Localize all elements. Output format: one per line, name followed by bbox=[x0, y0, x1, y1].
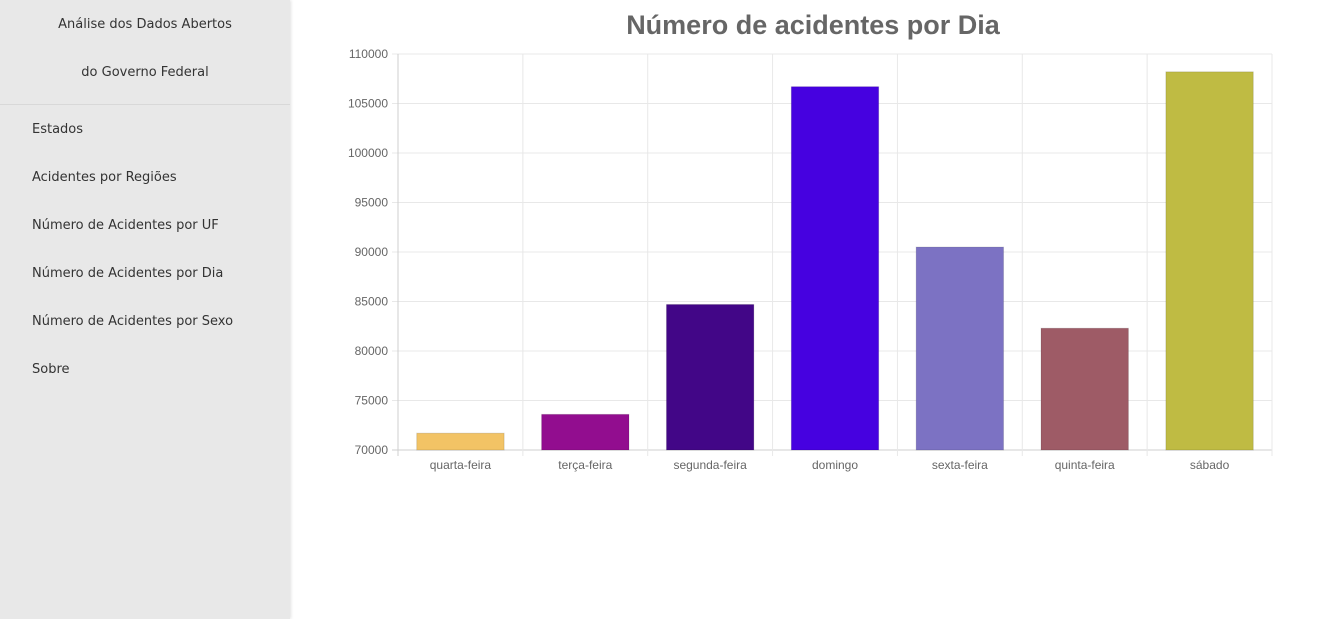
chart-title: Número de acidentes por Dia bbox=[626, 10, 1000, 40]
main-content: Número de acidentes por Dia 70000 75000 80… bbox=[292, 0, 1334, 619]
app-title-line2: do Governo Federal bbox=[81, 65, 209, 80]
sidebar-item-acidentes-por-uf[interactable]: Número de Acidentes por UF bbox=[32, 218, 219, 233]
x-tick-label: quinta-feira bbox=[1055, 458, 1115, 472]
sidebar-item-acidentes-por-regioes[interactable]: Acidentes por Regiões bbox=[32, 170, 177, 185]
x-tick-label: sábado bbox=[1190, 458, 1230, 472]
bar-domingo[interactable] bbox=[790, 86, 880, 451]
x-tick-label: terça-feira bbox=[558, 458, 612, 472]
y-tick-label: 70000 bbox=[355, 443, 389, 457]
bar-quarta-feira[interactable] bbox=[416, 432, 505, 451]
bar-chart: 70000 75000 80000 85000 90000 95000 100000 1050… bbox=[348, 47, 1273, 472]
sidebar-item-sobre[interactable]: Sobre bbox=[32, 362, 70, 377]
bar-sexta-feira[interactable] bbox=[915, 246, 1005, 451]
sidebar-item-acidentes-por-sexo[interactable]: Número de Acidentes por Sexo bbox=[32, 314, 234, 329]
y-tick-label: 75000 bbox=[355, 394, 389, 408]
bar-sábado[interactable] bbox=[1165, 71, 1254, 451]
y-tick-label: 100000 bbox=[348, 146, 388, 160]
y-tick-label: 110000 bbox=[349, 47, 388, 61]
app-title-line1: Análise dos Dados Abertos bbox=[58, 17, 232, 32]
sidebar-item-estados[interactable]: Estados bbox=[32, 122, 84, 137]
sidebar: Análise dos Dados Abertos do Governo Fed… bbox=[0, 0, 290, 619]
sidebar-item-acidentes-por-dia[interactable]: Número de Acidentes por Dia bbox=[32, 266, 224, 281]
x-tick-label: segunda-feira bbox=[673, 458, 747, 472]
bar-terça-feira[interactable] bbox=[541, 413, 630, 451]
x-tick-label: sexta-feira bbox=[932, 458, 988, 472]
y-tick-label: 90000 bbox=[355, 245, 389, 259]
y-tick-label: 105000 bbox=[348, 97, 388, 111]
x-tick-label: domingo bbox=[812, 458, 858, 472]
y-tick-label: 85000 bbox=[355, 295, 389, 309]
sidebar-header: Análise dos Dados Abertos do Governo Fed… bbox=[0, 0, 290, 105]
bar-segunda-feira[interactable] bbox=[665, 303, 755, 451]
bar-quinta-feira[interactable] bbox=[1040, 327, 1129, 451]
y-tick-label: 95000 bbox=[355, 196, 389, 210]
x-tick-label: quarta-feira bbox=[430, 458, 492, 472]
sidebar-nav: Estados Acidentes por Regiões Número de … bbox=[0, 105, 290, 393]
y-tick-label: 80000 bbox=[355, 344, 389, 358]
